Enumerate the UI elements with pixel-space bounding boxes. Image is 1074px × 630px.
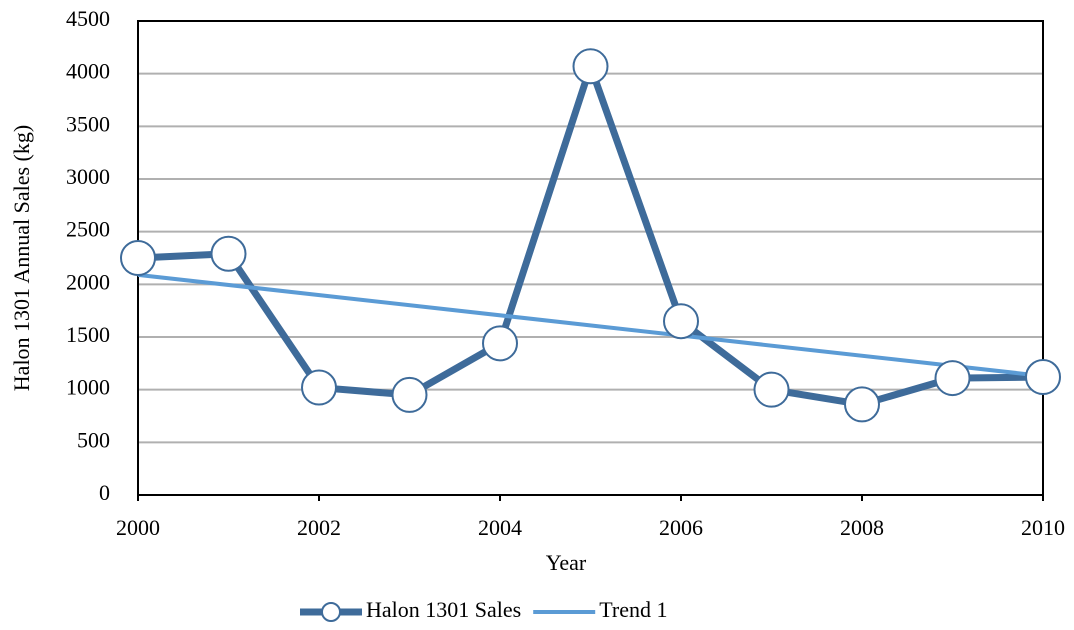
x-axis-title: Year bbox=[546, 550, 587, 575]
plot-border bbox=[137, 20, 1044, 496]
y-tick-label: 0 bbox=[99, 480, 110, 505]
legend-marker bbox=[321, 602, 341, 622]
marker bbox=[934, 360, 971, 397]
x-tick-label: 2008 bbox=[840, 515, 884, 540]
y-axis-title: Halon 1301 Annual Sales (kg) bbox=[9, 125, 34, 391]
x-tick-label: 2010 bbox=[1021, 515, 1065, 540]
x-tick-label: 2004 bbox=[478, 515, 522, 540]
series-line bbox=[137, 272, 1044, 378]
marker bbox=[391, 376, 428, 413]
marker bbox=[753, 371, 790, 408]
marker bbox=[301, 369, 337, 406]
series-line bbox=[137, 62, 1044, 408]
x-tick-label: 2000 bbox=[116, 515, 160, 540]
legend-label: Halon 1301 Sales bbox=[366, 597, 521, 622]
y-tick-label: 3000 bbox=[66, 164, 110, 189]
y-tick-label: 1000 bbox=[66, 375, 110, 400]
legend-label: Trend 1 bbox=[599, 597, 667, 622]
marker bbox=[120, 240, 156, 276]
marker bbox=[572, 48, 609, 85]
marker bbox=[844, 386, 880, 423]
marker bbox=[1025, 359, 1061, 396]
x-tick-label: 2002 bbox=[297, 515, 341, 540]
marker bbox=[210, 235, 247, 272]
y-tick-label: 4500 bbox=[66, 6, 110, 31]
x-tick-label: 2006 bbox=[659, 515, 703, 540]
y-tick-label: 4000 bbox=[66, 59, 110, 84]
y-tick-label: 2000 bbox=[66, 269, 110, 294]
y-tick-label: 2500 bbox=[66, 217, 110, 242]
marker bbox=[663, 303, 699, 340]
y-tick-label: 1500 bbox=[66, 322, 110, 347]
marker bbox=[482, 325, 518, 362]
y-tick-label: 3500 bbox=[66, 111, 110, 136]
y-tick-label: 500 bbox=[77, 427, 110, 452]
